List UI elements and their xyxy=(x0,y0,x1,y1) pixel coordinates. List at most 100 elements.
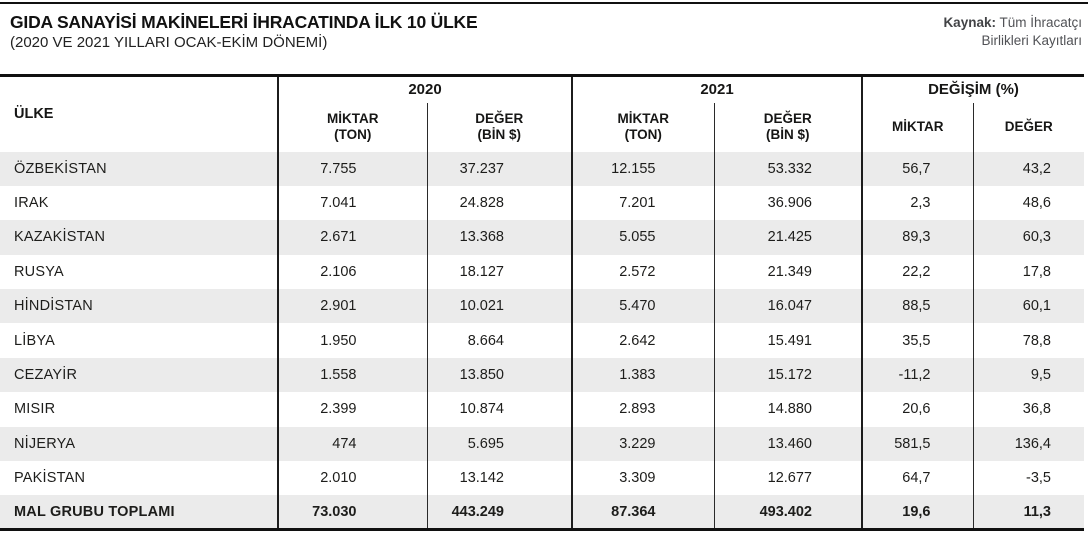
country-cell: IRAK xyxy=(14,195,49,212)
sub-header-label: DEĞER xyxy=(475,111,524,126)
col-header-change-deger: DEĞER xyxy=(972,102,1084,152)
value-cell: 21.425 xyxy=(713,220,862,255)
source-label: Kaynak: xyxy=(943,15,996,30)
sub-header-label: DEĞER xyxy=(763,111,812,126)
table-row: HİNDİSTAN 2.901 10.021 5.470 16.047 88,5 60,1 xyxy=(0,289,1084,324)
value-cell: 2.010 xyxy=(277,461,427,496)
table-row: NİJERYA 474 5.695 3.229 13.460 581,5 136,4 xyxy=(0,426,1084,462)
value-cell: 2.106 xyxy=(277,254,427,290)
value-cell: 2.671 xyxy=(277,220,427,255)
value-cell: 10.874 xyxy=(426,392,572,427)
col-header-change-miktar: MİKTAR xyxy=(861,102,973,152)
col-header-2020-deger: DEĞER (BİN $) xyxy=(426,102,572,152)
table-row: PAKİSTAN 2.010 13.142 3.309 12.677 64,7 -3,5 xyxy=(0,461,1084,496)
value-cell: 474 xyxy=(277,426,427,462)
sub-header-label: MİKTAR xyxy=(617,111,670,126)
country-cell: CEZAYİR xyxy=(14,367,78,384)
col-header-2021-deger: DEĞER (BİN $) xyxy=(713,102,862,152)
value-cell: 2.642 xyxy=(571,323,714,358)
sub-header-unit: (BİN $) xyxy=(766,127,810,142)
value-cell: 24.828 xyxy=(426,185,572,221)
value-cell: 56,7 xyxy=(861,151,973,186)
value-cell: 36.906 xyxy=(713,185,862,221)
table-row: ÖZBEKİSTAN 7.755 37.237 12.155 53.332 56,7 43,… xyxy=(0,151,1084,186)
value-cell: 21.349 xyxy=(713,254,862,290)
value-cell: 5.695 xyxy=(426,426,572,462)
value-cell: 10.021 xyxy=(426,289,572,324)
value-cell: 13.368 xyxy=(426,220,572,255)
value-cell: 48,6 xyxy=(972,185,1084,221)
country-cell: MISIR xyxy=(14,401,56,418)
value-cell: 581,5 xyxy=(861,426,973,462)
page-header: GIDA SANAYİSİ MAKİNELERİ İHRACATINDA İLK… xyxy=(0,4,1088,57)
value-cell: 12.677 xyxy=(713,461,862,496)
value-cell: 7.755 xyxy=(277,151,427,186)
value-cell: 5.470 xyxy=(571,289,714,324)
value-cell: 16.047 xyxy=(713,289,862,324)
group-header-row: ÜLKE 2020 2021 DEĞİŞİM (%) xyxy=(0,75,1084,122)
country-cell: PAKİSTAN xyxy=(14,470,86,487)
country-cell: RUSYA xyxy=(14,263,64,280)
value-cell: 443.249 xyxy=(426,495,572,530)
sub-header-unit: (TON) xyxy=(624,127,662,142)
value-cell: -3,5 xyxy=(972,461,1084,496)
value-cell: 19,6 xyxy=(861,495,973,530)
country-cell: KAZAKİSTAN xyxy=(14,229,106,246)
title-block: GIDA SANAYİSİ MAKİNELERİ İHRACATINDA İLK… xyxy=(10,12,478,53)
value-cell: 3.309 xyxy=(571,461,714,496)
col-header-change: DEĞİŞİM (%) xyxy=(861,75,1084,103)
value-cell: 1.558 xyxy=(277,357,427,393)
value-cell: 53.332 xyxy=(713,151,862,186)
page-top-rule xyxy=(0,2,1088,4)
value-cell: 43,2 xyxy=(972,151,1084,186)
value-cell: 1.950 xyxy=(277,323,427,358)
table-header: ÜLKE 2020 2021 DEĞİŞİM (%) MİKTAR (TON) … xyxy=(0,75,1084,152)
value-cell: 2,3 xyxy=(861,185,973,221)
value-cell: 2.901 xyxy=(277,289,427,324)
source-text: Tüm İhracatçı Birlikleri Kayıtları xyxy=(981,15,1082,48)
col-header-2020-miktar: MİKTAR (TON) xyxy=(277,102,427,152)
source-note: Kaynak: Tüm İhracatçı Birlikleri Kayıtla… xyxy=(943,12,1082,50)
value-cell: 20,6 xyxy=(861,392,973,427)
value-cell: 7.041 xyxy=(277,185,427,221)
value-cell: 60,3 xyxy=(972,220,1084,255)
sub-header-unit: (TON) xyxy=(334,127,372,142)
country-cell: HİNDİSTAN xyxy=(14,298,93,315)
value-cell: 7.201 xyxy=(571,185,714,221)
value-cell: 9,5 xyxy=(972,357,1084,393)
country-cell: MAL GRUBU TOPLAMI xyxy=(14,503,175,520)
value-cell: 60,1 xyxy=(972,289,1084,324)
value-cell: 13.460 xyxy=(713,426,862,462)
value-cell: 5.055 xyxy=(571,220,714,255)
col-header-country: ÜLKE xyxy=(14,106,54,123)
col-header-2020: 2020 xyxy=(277,75,572,103)
value-cell: 17,8 xyxy=(972,254,1084,290)
value-cell: 73.030 xyxy=(277,495,427,530)
value-cell: 13.850 xyxy=(426,357,572,393)
value-cell: 15.172 xyxy=(713,357,862,393)
export-table: ÜLKE 2020 2021 DEĞİŞİM (%) MİKTAR (TON) … xyxy=(0,74,1084,532)
table-row: CEZAYİR 1.558 13.850 1.383 15.172 -11,2 9,5 xyxy=(0,357,1084,393)
country-cell: ÖZBEKİSTAN xyxy=(14,160,107,177)
table-row: IRAK 7.041 24.828 7.201 36.906 2,3 48,6 xyxy=(0,185,1084,221)
country-cell: NİJERYA xyxy=(14,435,76,452)
value-cell: 22,2 xyxy=(861,254,973,290)
value-cell: 87.364 xyxy=(571,495,714,530)
col-header-2021-miktar: MİKTAR (TON) xyxy=(571,102,714,152)
total-row: MAL GRUBU TOPLAMI 73.030 443.249 87.364 493.… xyxy=(0,495,1084,530)
value-cell: 36,8 xyxy=(972,392,1084,427)
value-cell: 35,5 xyxy=(861,323,973,358)
country-cell: LİBYA xyxy=(14,332,56,349)
table-row: LİBYA 1.950 8.664 2.642 15.491 35,5 78,8 xyxy=(0,323,1084,358)
col-header-2021: 2021 xyxy=(571,75,862,103)
value-cell: 2.572 xyxy=(571,254,714,290)
value-cell: 1.383 xyxy=(571,357,714,393)
value-cell: 78,8 xyxy=(972,323,1084,358)
value-cell: 2.399 xyxy=(277,392,427,427)
table-row: KAZAKİSTAN 2.671 13.368 5.055 21.425 89,3 60,3 xyxy=(0,220,1084,255)
value-cell: 14.880 xyxy=(713,392,862,427)
value-cell: 8.664 xyxy=(426,323,572,358)
table-body: ÖZBEKİSTAN 7.755 37.237 12.155 53.332 56,7 43,… xyxy=(0,151,1084,530)
value-cell: 3.229 xyxy=(571,426,714,462)
value-cell: -11,2 xyxy=(861,357,973,393)
